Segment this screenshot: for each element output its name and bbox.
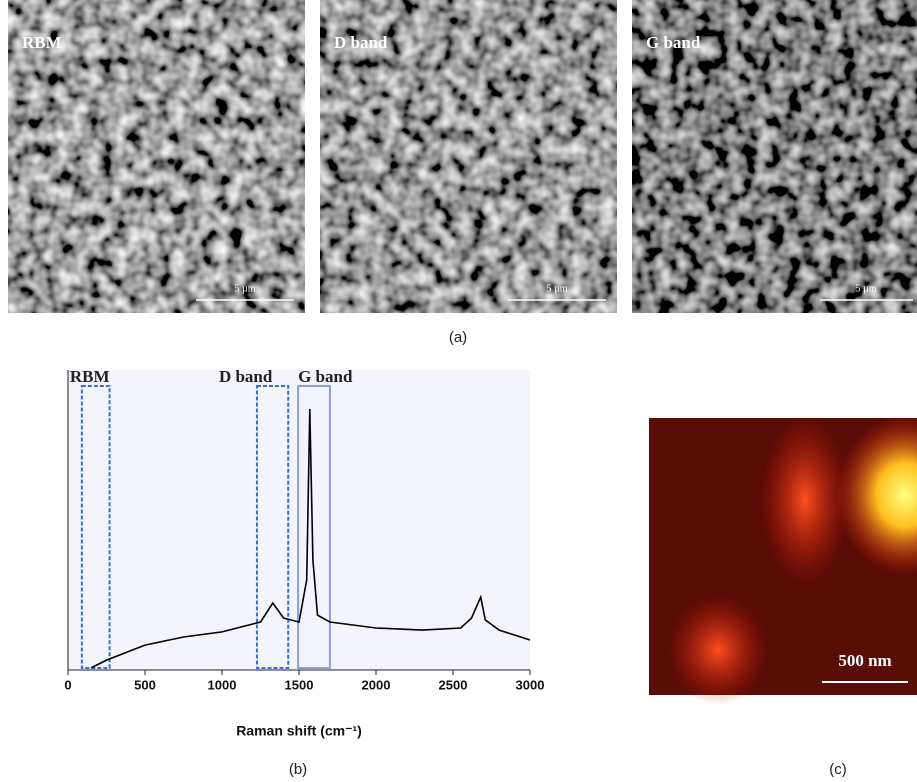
image-rbm: [8, 0, 305, 313]
x-tick-label: 1000: [208, 677, 237, 692]
band-region: [297, 385, 331, 669]
heat-blob: [668, 595, 768, 705]
panel-c: 500 nm (c): [649, 415, 917, 778]
image-label: D band: [334, 33, 388, 52]
scale-label: 5 µm: [855, 283, 876, 294]
x-tick-label: 500: [134, 677, 156, 692]
x-tick-label: 0: [64, 677, 71, 692]
spectrum-line: [90, 408, 531, 669]
band-label: D band: [219, 367, 273, 386]
heat-blob: [835, 415, 917, 575]
band-label: G band: [298, 367, 353, 386]
scale-label: 500 nm: [838, 651, 891, 670]
x-tick-label: 2000: [362, 677, 391, 692]
band-region: [80, 385, 111, 669]
caption: (c): [829, 761, 847, 778]
band-label: RBM: [70, 367, 110, 386]
image-g-band: [632, 0, 917, 313]
x-tick-label: 1500: [285, 677, 314, 692]
image-d-band: [320, 0, 617, 313]
x-axis-label: Raman shift (cm⁻¹): [236, 723, 362, 739]
scale-label: 5 µm: [546, 283, 567, 294]
heat-blob: [760, 415, 850, 585]
x-tick-label: 3000: [516, 677, 545, 692]
image-label: G band: [646, 33, 701, 52]
panel-a: RBM D band G band 5 µm 5 µm 5 µm (a): [8, 0, 917, 346]
scale-label: 5 µm: [234, 283, 255, 294]
band-region: [255, 385, 290, 669]
panel-b: (b) Raman shift (cm⁻¹) RBM D band G band 0 5…: [64, 367, 544, 778]
caption: (b): [289, 761, 307, 778]
x-tick-label: 2500: [439, 677, 468, 692]
image-label: RBM: [22, 33, 62, 52]
caption: (a): [449, 329, 467, 346]
